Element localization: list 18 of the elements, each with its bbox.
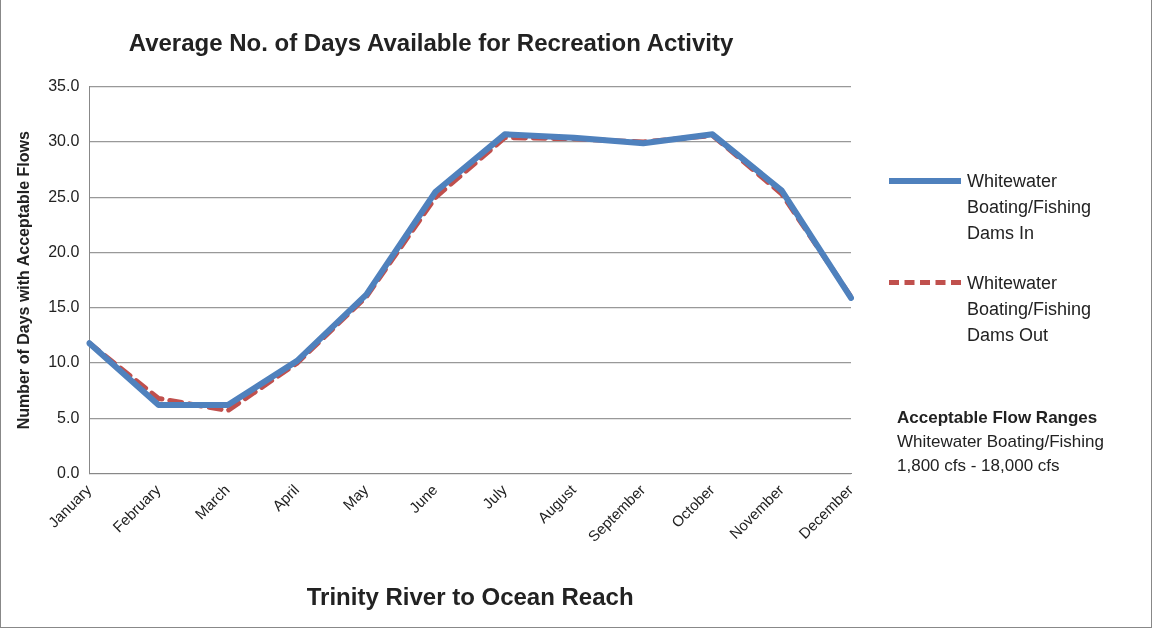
y-tick-label: 10.0 <box>48 353 80 371</box>
y-tick-label: 20.0 <box>48 242 80 260</box>
y-tick-label: 0.0 <box>57 464 80 481</box>
y-axis-title: Number of Days with Acceptable Flows <box>15 131 33 430</box>
y-tick-label: 30.0 <box>48 132 80 150</box>
y-tick-label: 25.0 <box>48 187 80 205</box>
y-tick-label: 5.0 <box>57 408 80 426</box>
text: 1,800 cfs - 18,000 cfs <box>897 455 1061 477</box>
text: Whitewater Boating/Fishing <box>897 431 1104 453</box>
chart-title: Average No. of Days Available for Recreation Activity <box>128 29 734 57</box>
y-tick-label: 15.0 <box>48 298 80 316</box>
legend-label: Whitewater Boating/Fishing Dams In <box>967 170 1092 245</box>
text: Acceptable Flow Ranges <box>897 407 1099 429</box>
x-tick-label: July <box>478 480 511 512</box>
y-tick-label: 35.0 <box>48 77 80 95</box>
x-tick-label: May <box>339 480 372 514</box>
legend-label: Whitewater Boating/Fishing Dams Out <box>967 272 1092 347</box>
x-axis-title: Trinity River to Ocean Reach <box>306 583 634 611</box>
